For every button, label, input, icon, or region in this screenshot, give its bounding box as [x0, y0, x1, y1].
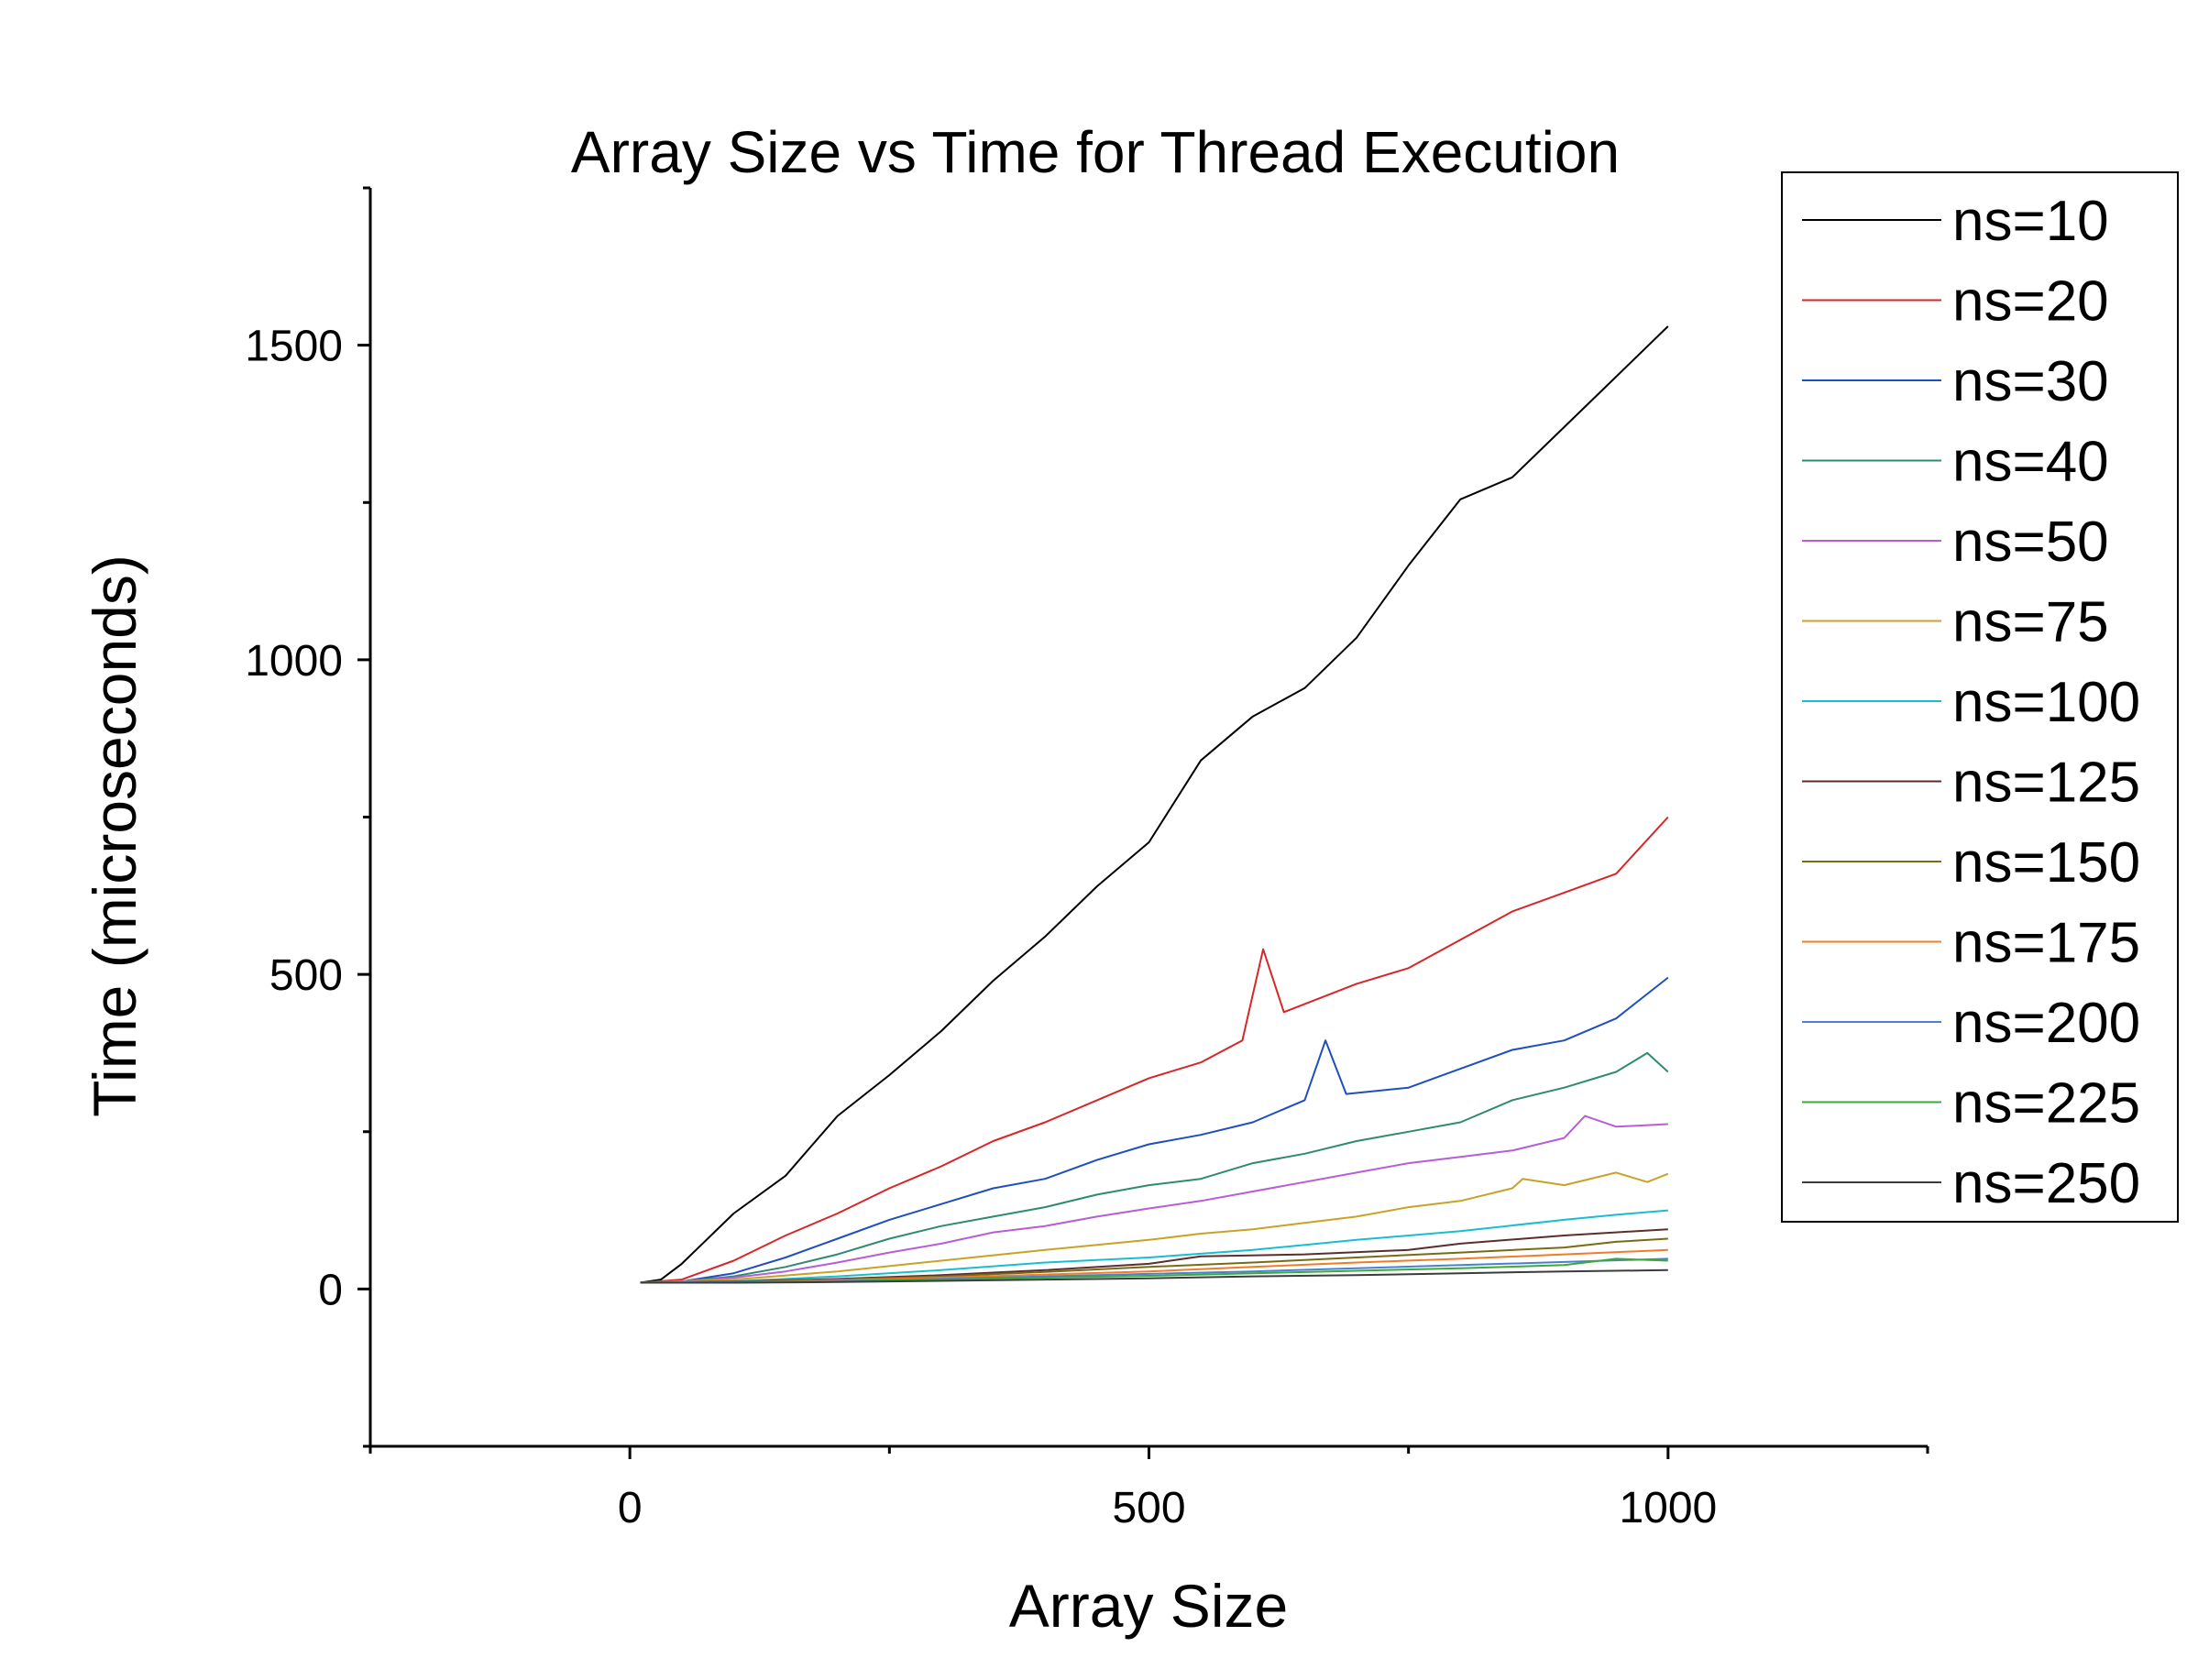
legend-label: ns=75	[1952, 591, 2109, 654]
legend-item: ns=10	[1802, 190, 2109, 253]
legend-item: ns=175	[1802, 912, 2140, 975]
legend-label: ns=125	[1952, 752, 2140, 815]
y-axis-ticks: 0 500 1000 1500	[245, 186, 370, 1448]
legend-label: ns=250	[1952, 1152, 2140, 1215]
legend-item: ns=20	[1802, 270, 2109, 334]
series-line-ns-30	[640, 976, 1669, 1284]
legend-label: ns=40	[1952, 431, 2109, 494]
x-axis-ticks: 0 500 1000	[368, 1446, 1929, 1532]
series-line-ns-50	[640, 1115, 1668, 1284]
legend-item: ns=40	[1802, 431, 2109, 494]
legend-item: ns=75	[1802, 591, 2109, 654]
legend-box	[1781, 171, 2179, 1223]
series-line-ns-75	[640, 1171, 1669, 1284]
legend-label: ns=175	[1952, 912, 2140, 975]
y-tick-label: 0	[318, 1266, 343, 1314]
series-line-ns-20	[640, 816, 1669, 1284]
x-tick-label: 500	[1112, 1484, 1185, 1532]
legend-label: ns=100	[1952, 671, 2140, 734]
series-line-ns-250	[640, 1268, 1668, 1284]
legend-label: ns=150	[1952, 831, 2140, 895]
legend-label: ns=30	[1952, 350, 2109, 413]
series-line-ns-40	[640, 1051, 1669, 1284]
legend-item: ns=50	[1802, 511, 2109, 574]
legend-label: ns=10	[1952, 190, 2109, 253]
legend-item: ns=125	[1802, 752, 2140, 815]
y-tick-label: 1000	[245, 637, 343, 686]
series-line-ns-100	[640, 1209, 1668, 1284]
y-tick-label: 1500	[245, 323, 343, 371]
legend-label: ns=50	[1952, 511, 2109, 574]
x-tick-label: 1000	[1619, 1484, 1717, 1532]
legend-item: ns=200	[1802, 992, 2140, 1055]
x-tick-label: 0	[618, 1484, 643, 1532]
legend-label: ns=20	[1952, 270, 2109, 334]
legend: ns=10 ns=20 ns=30 ns=40 ns=50 ns=75 ns=100 ns=1…	[1781, 171, 2179, 1223]
legend-item: ns=100	[1802, 671, 2140, 734]
series-lines	[640, 325, 1669, 1284]
series-line-ns-10	[640, 325, 1669, 1284]
plot-area: 0 500 1000 1500 0 500 1000	[245, 186, 1929, 1532]
legend-item: ns=225	[1802, 1072, 2140, 1136]
legend-item: ns=150	[1802, 831, 2140, 895]
x-axis-label: Array Size	[1009, 1572, 1288, 1640]
chart-title: Array Size vs Time for Thread Execution	[571, 119, 1620, 185]
legend-item: ns=250	[1802, 1152, 2140, 1215]
legend-label: ns=200	[1952, 992, 2140, 1055]
legend-label: ns=225	[1952, 1072, 2140, 1136]
legend-item: ns=30	[1802, 350, 2109, 413]
y-axis-label: Time (microseconds)	[81, 555, 148, 1117]
y-tick-label: 500	[269, 951, 343, 1000]
legend-items: ns=10 ns=20 ns=30 ns=40 ns=50 ns=75 ns=100 ns=1…	[1802, 190, 2140, 1215]
